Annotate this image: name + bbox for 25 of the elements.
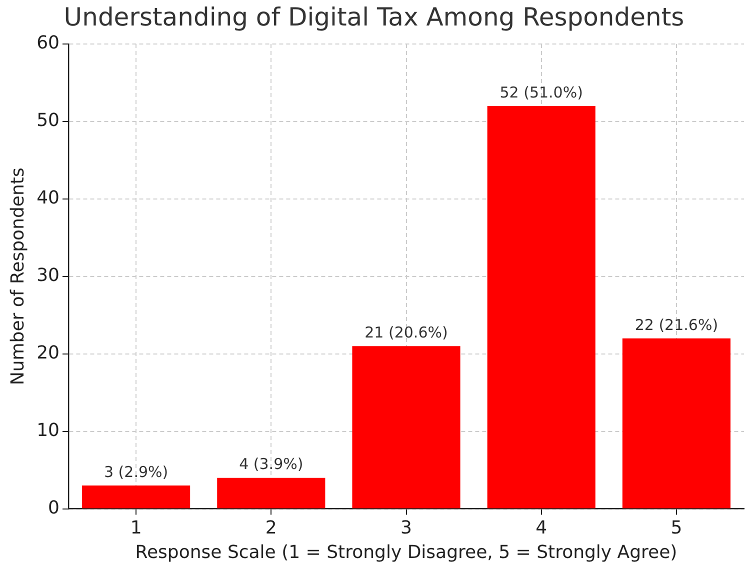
data-label: 3 (2.9%) — [104, 462, 168, 481]
x-tick-label: 3 — [400, 517, 412, 538]
bar — [487, 106, 596, 508]
x-tick-label: 5 — [670, 517, 682, 538]
y-tick-label: 10 — [36, 420, 60, 442]
x-tick-label: 2 — [265, 517, 277, 538]
x-tick-label: 1 — [130, 517, 142, 538]
y-axis-title: Number of Respondents — [7, 168, 28, 386]
y-tick-label: 0 — [48, 497, 60, 518]
y-tick-label: 20 — [36, 342, 60, 364]
bar — [622, 338, 730, 508]
bar — [217, 478, 326, 508]
data-label: 22 (21.6%) — [634, 316, 718, 334]
x-axis-title: Response Scale (1 = Strongly Disagree, 5 = Strongly Agree) — [135, 542, 678, 563]
bar — [352, 346, 460, 508]
y-tick-label: 30 — [36, 265, 60, 286]
chart-title: Understanding of Digital Tax Among Respondents — [64, 2, 684, 32]
y-tick-label: 50 — [36, 110, 60, 132]
x-tick-label: 4 — [536, 517, 548, 538]
y-tick-label: 40 — [36, 188, 60, 209]
data-label: 21 (20.6%) — [364, 324, 448, 342]
y-tick-label: 60 — [36, 32, 60, 54]
data-label: 52 (51.0%) — [500, 83, 583, 102]
bar — [82, 486, 190, 508]
data-label: 4 (3.9%) — [239, 455, 304, 474]
